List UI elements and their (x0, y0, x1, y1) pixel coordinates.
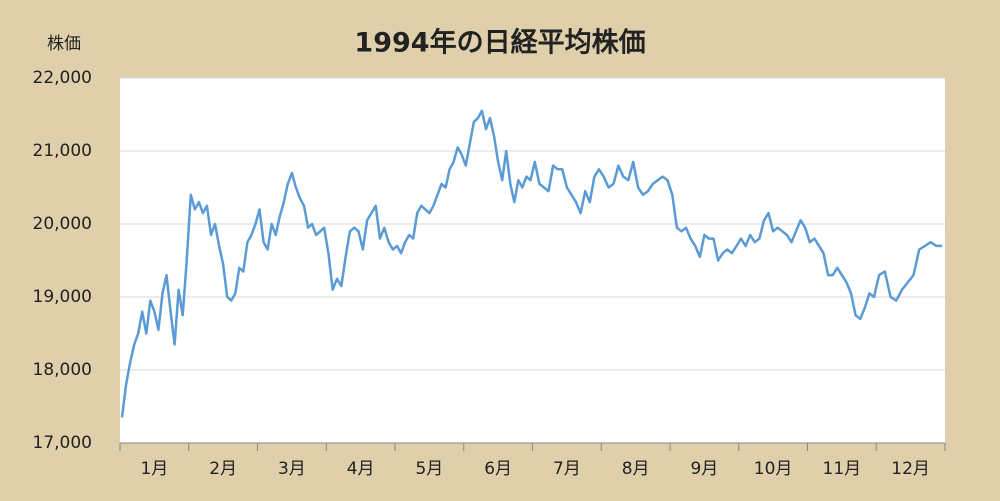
x-tick-label: 3月 (278, 459, 306, 479)
y-tick-label: 17,000 (33, 433, 92, 453)
x-tick-label: 12月 (891, 459, 930, 479)
y-tick-label: 22,000 (33, 68, 92, 88)
price-line (120, 109, 943, 418)
x-tick-label: 7月 (553, 459, 581, 479)
x-tick-label: 11月 (823, 459, 862, 479)
x-tick-label: 9月 (690, 459, 718, 479)
y-tick-label: 19,000 (33, 287, 92, 307)
x-tick-label: 1月 (140, 459, 168, 479)
y-tick-label: 20,000 (33, 214, 92, 234)
x-tick-label: 2月 (209, 459, 237, 479)
x-tick-label: 10月 (754, 459, 793, 479)
x-tick-label: 6月 (484, 459, 512, 479)
plot-area (120, 78, 945, 443)
y-tick-label: 21,000 (33, 141, 92, 161)
y-axis-label: 株価 (47, 34, 81, 54)
x-tick-label: 4月 (347, 459, 375, 479)
y-tick-label: 18,000 (33, 360, 92, 380)
x-tick-label: 5月 (415, 459, 443, 479)
x-tick-label: 8月 (622, 459, 650, 479)
chart-title: 1994年の日経平均株価 (354, 27, 645, 59)
